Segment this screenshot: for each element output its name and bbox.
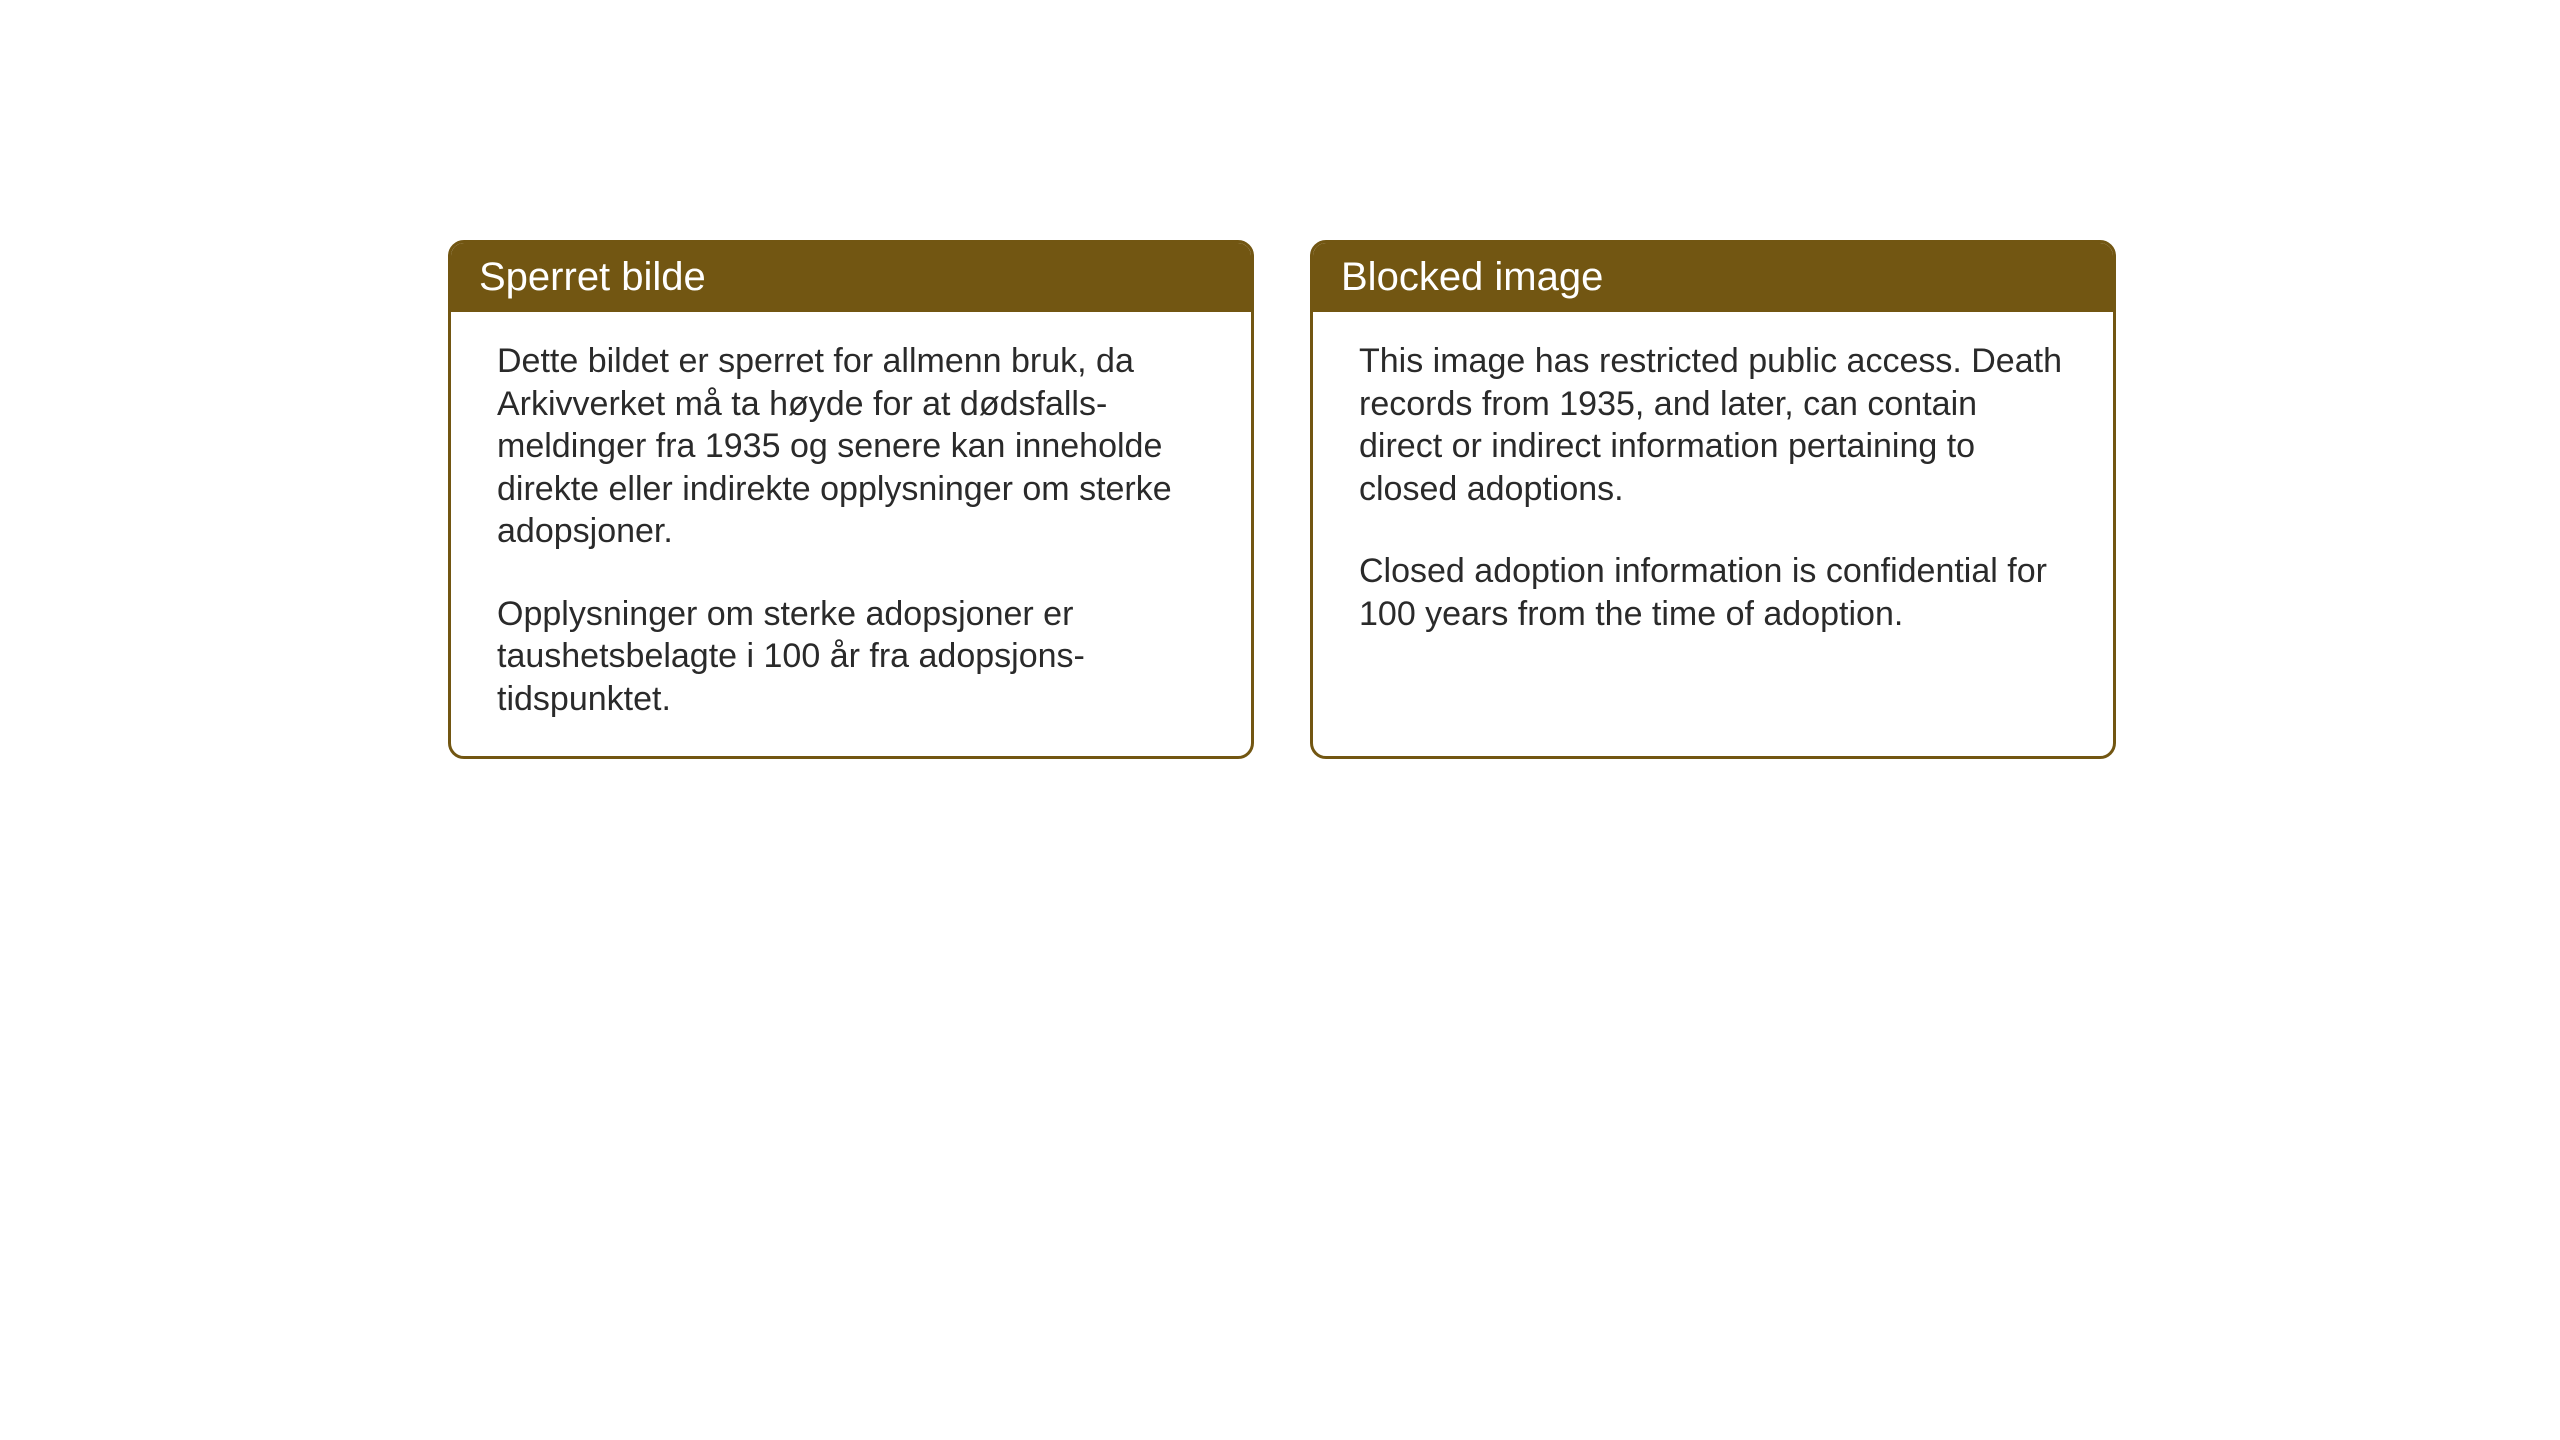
card-paragraph: Opplysninger om sterke adopsjoner er tau…	[497, 593, 1205, 721]
card-header-english: Blocked image	[1313, 243, 2113, 312]
notice-card-norwegian: Sperret bilde Dette bildet er sperret fo…	[448, 240, 1254, 759]
card-body-norwegian: Dette bildet er sperret for allmenn bruk…	[451, 312, 1251, 756]
card-title: Blocked image	[1341, 255, 1603, 299]
notice-container: Sperret bilde Dette bildet er sperret fo…	[448, 240, 2116, 759]
card-body-english: This image has restricted public access.…	[1313, 312, 2113, 671]
card-paragraph: Dette bildet er sperret for allmenn bruk…	[497, 340, 1205, 553]
card-title: Sperret bilde	[479, 255, 706, 299]
card-paragraph: This image has restricted public access.…	[1359, 340, 2067, 510]
card-header-norwegian: Sperret bilde	[451, 243, 1251, 312]
card-paragraph: Closed adoption information is confident…	[1359, 550, 2067, 635]
notice-card-english: Blocked image This image has restricted …	[1310, 240, 2116, 759]
